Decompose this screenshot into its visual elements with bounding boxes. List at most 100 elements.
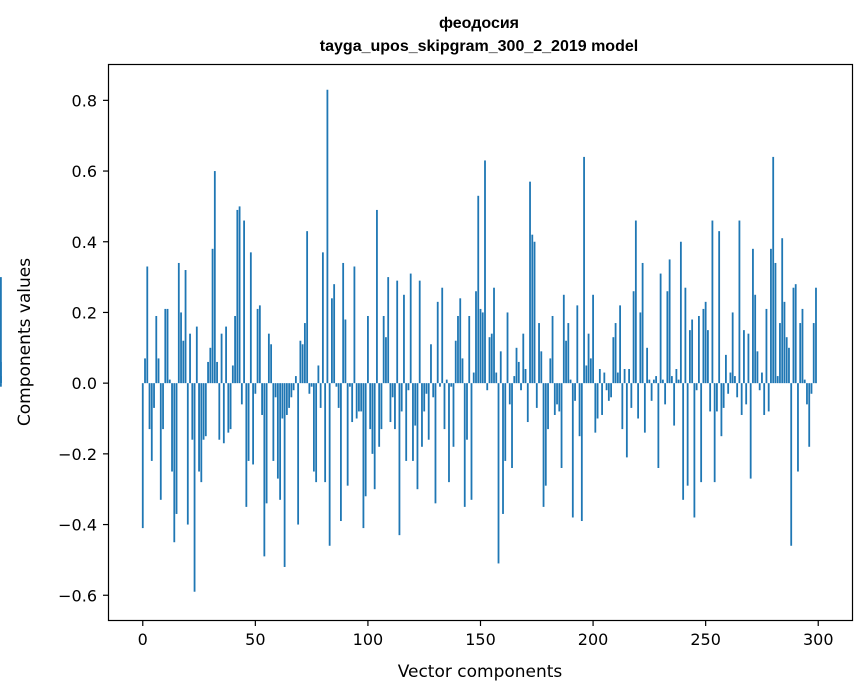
bar-3 — [148, 383, 151, 430]
bar-45 — [243, 220, 245, 384]
bar-131 — [436, 301, 439, 384]
bar-174 — [533, 241, 536, 384]
bar-64 — [285, 383, 288, 415]
bar-44 — [240, 383, 243, 405]
bar-2 — [146, 266, 149, 384]
bar-206 — [605, 383, 608, 391]
bar-189 — [567, 323, 570, 384]
bar-147 — [472, 372, 475, 384]
bar-129 — [432, 383, 435, 398]
bar-297 — [810, 383, 813, 394]
bar-33 — [216, 361, 218, 384]
bar-173 — [531, 234, 534, 384]
bar-196 — [583, 156, 585, 384]
x-tick-label: 50 — [245, 630, 265, 649]
bar-188 — [565, 340, 567, 384]
bar-229 — [657, 383, 660, 468]
bar-232 — [664, 383, 667, 405]
bar-186 — [560, 383, 563, 468]
bar-169 — [522, 333, 525, 384]
chart-subtitle: tayga_upos_skipgram_300_2_2019 model — [320, 38, 638, 55]
bar-291 — [797, 383, 799, 472]
bar-246 — [695, 383, 698, 391]
bar-37 — [225, 326, 227, 384]
bar-116 — [403, 294, 405, 384]
bar-182 — [551, 315, 554, 384]
bar-65 — [288, 383, 291, 408]
bar-38 — [227, 383, 230, 433]
bars-group — [0, 89, 817, 592]
bar-178 — [542, 383, 545, 507]
bar-234 — [668, 259, 671, 384]
bar-226 — [650, 383, 653, 401]
bar-138 — [452, 383, 455, 447]
bar-158 — [497, 383, 500, 564]
bar-281 — [774, 262, 777, 384]
bar-86 — [335, 383, 338, 387]
bar-221 — [639, 312, 642, 384]
bar-265 — [738, 220, 741, 384]
bar-20 — [186, 383, 189, 525]
bar-238 — [677, 379, 680, 384]
bar-163 — [508, 383, 511, 405]
bar-52 — [258, 305, 261, 384]
bar-298 — [812, 323, 815, 384]
bar-211 — [616, 372, 619, 384]
bar-121 — [414, 383, 417, 426]
bar-110 — [389, 383, 392, 423]
bar-18 — [182, 340, 185, 384]
bar-40 — [231, 365, 234, 384]
bar-113 — [396, 280, 399, 384]
bar-152 — [484, 160, 486, 384]
bar-101 — [369, 383, 372, 430]
bar-6 — [155, 315, 158, 384]
bar-54 — [263, 383, 266, 557]
bar-180 — [547, 383, 549, 430]
bar-257 — [720, 383, 723, 437]
bar-272 — [754, 294, 757, 384]
bar-27 — [202, 383, 205, 440]
bar-194 — [578, 383, 581, 437]
bar-258 — [722, 383, 725, 408]
bar-144 — [466, 383, 468, 440]
bar-39 — [229, 383, 232, 430]
bar-287 — [788, 347, 790, 384]
bar-250 — [704, 301, 707, 384]
bar-199 — [589, 358, 592, 384]
bar-61 — [279, 383, 282, 500]
bar-108 — [385, 337, 387, 384]
bar-100 — [367, 315, 369, 384]
bar-36 — [222, 383, 225, 444]
y-axis-ticks: −0.6 −0.4 −0.2 0.0 0.2 0.4 0.6 0.8 — [58, 91, 109, 605]
bar-125 — [423, 383, 426, 412]
bar-undefined — [0, 277, 2, 384]
bar-109 — [387, 277, 390, 384]
bar-31 — [211, 248, 214, 384]
bar-271 — [752, 248, 754, 384]
bar-118 — [407, 383, 410, 391]
bar-148 — [475, 291, 477, 384]
bar-217 — [630, 383, 633, 408]
y-tick-label: −0.2 — [58, 445, 97, 464]
bar-114 — [398, 383, 401, 536]
bar-195 — [580, 383, 583, 522]
bar-150 — [479, 308, 482, 384]
bar-227 — [652, 379, 655, 384]
bar-262 — [731, 312, 734, 384]
bar-59 — [274, 383, 277, 398]
plot-frame — [107, 63, 854, 622]
bar-168 — [520, 383, 522, 391]
bar-56 — [267, 333, 270, 384]
bar-251 — [707, 330, 709, 384]
bar-22 — [191, 383, 194, 440]
bar-160 — [502, 383, 504, 514]
bar-46 — [245, 383, 248, 507]
bar-88 — [340, 383, 342, 522]
bar-294 — [803, 379, 806, 384]
bar-256 — [718, 231, 721, 384]
bar-177 — [540, 351, 543, 384]
bar-67 — [292, 383, 295, 391]
bar-219 — [634, 220, 637, 384]
bar-21 — [189, 333, 191, 384]
